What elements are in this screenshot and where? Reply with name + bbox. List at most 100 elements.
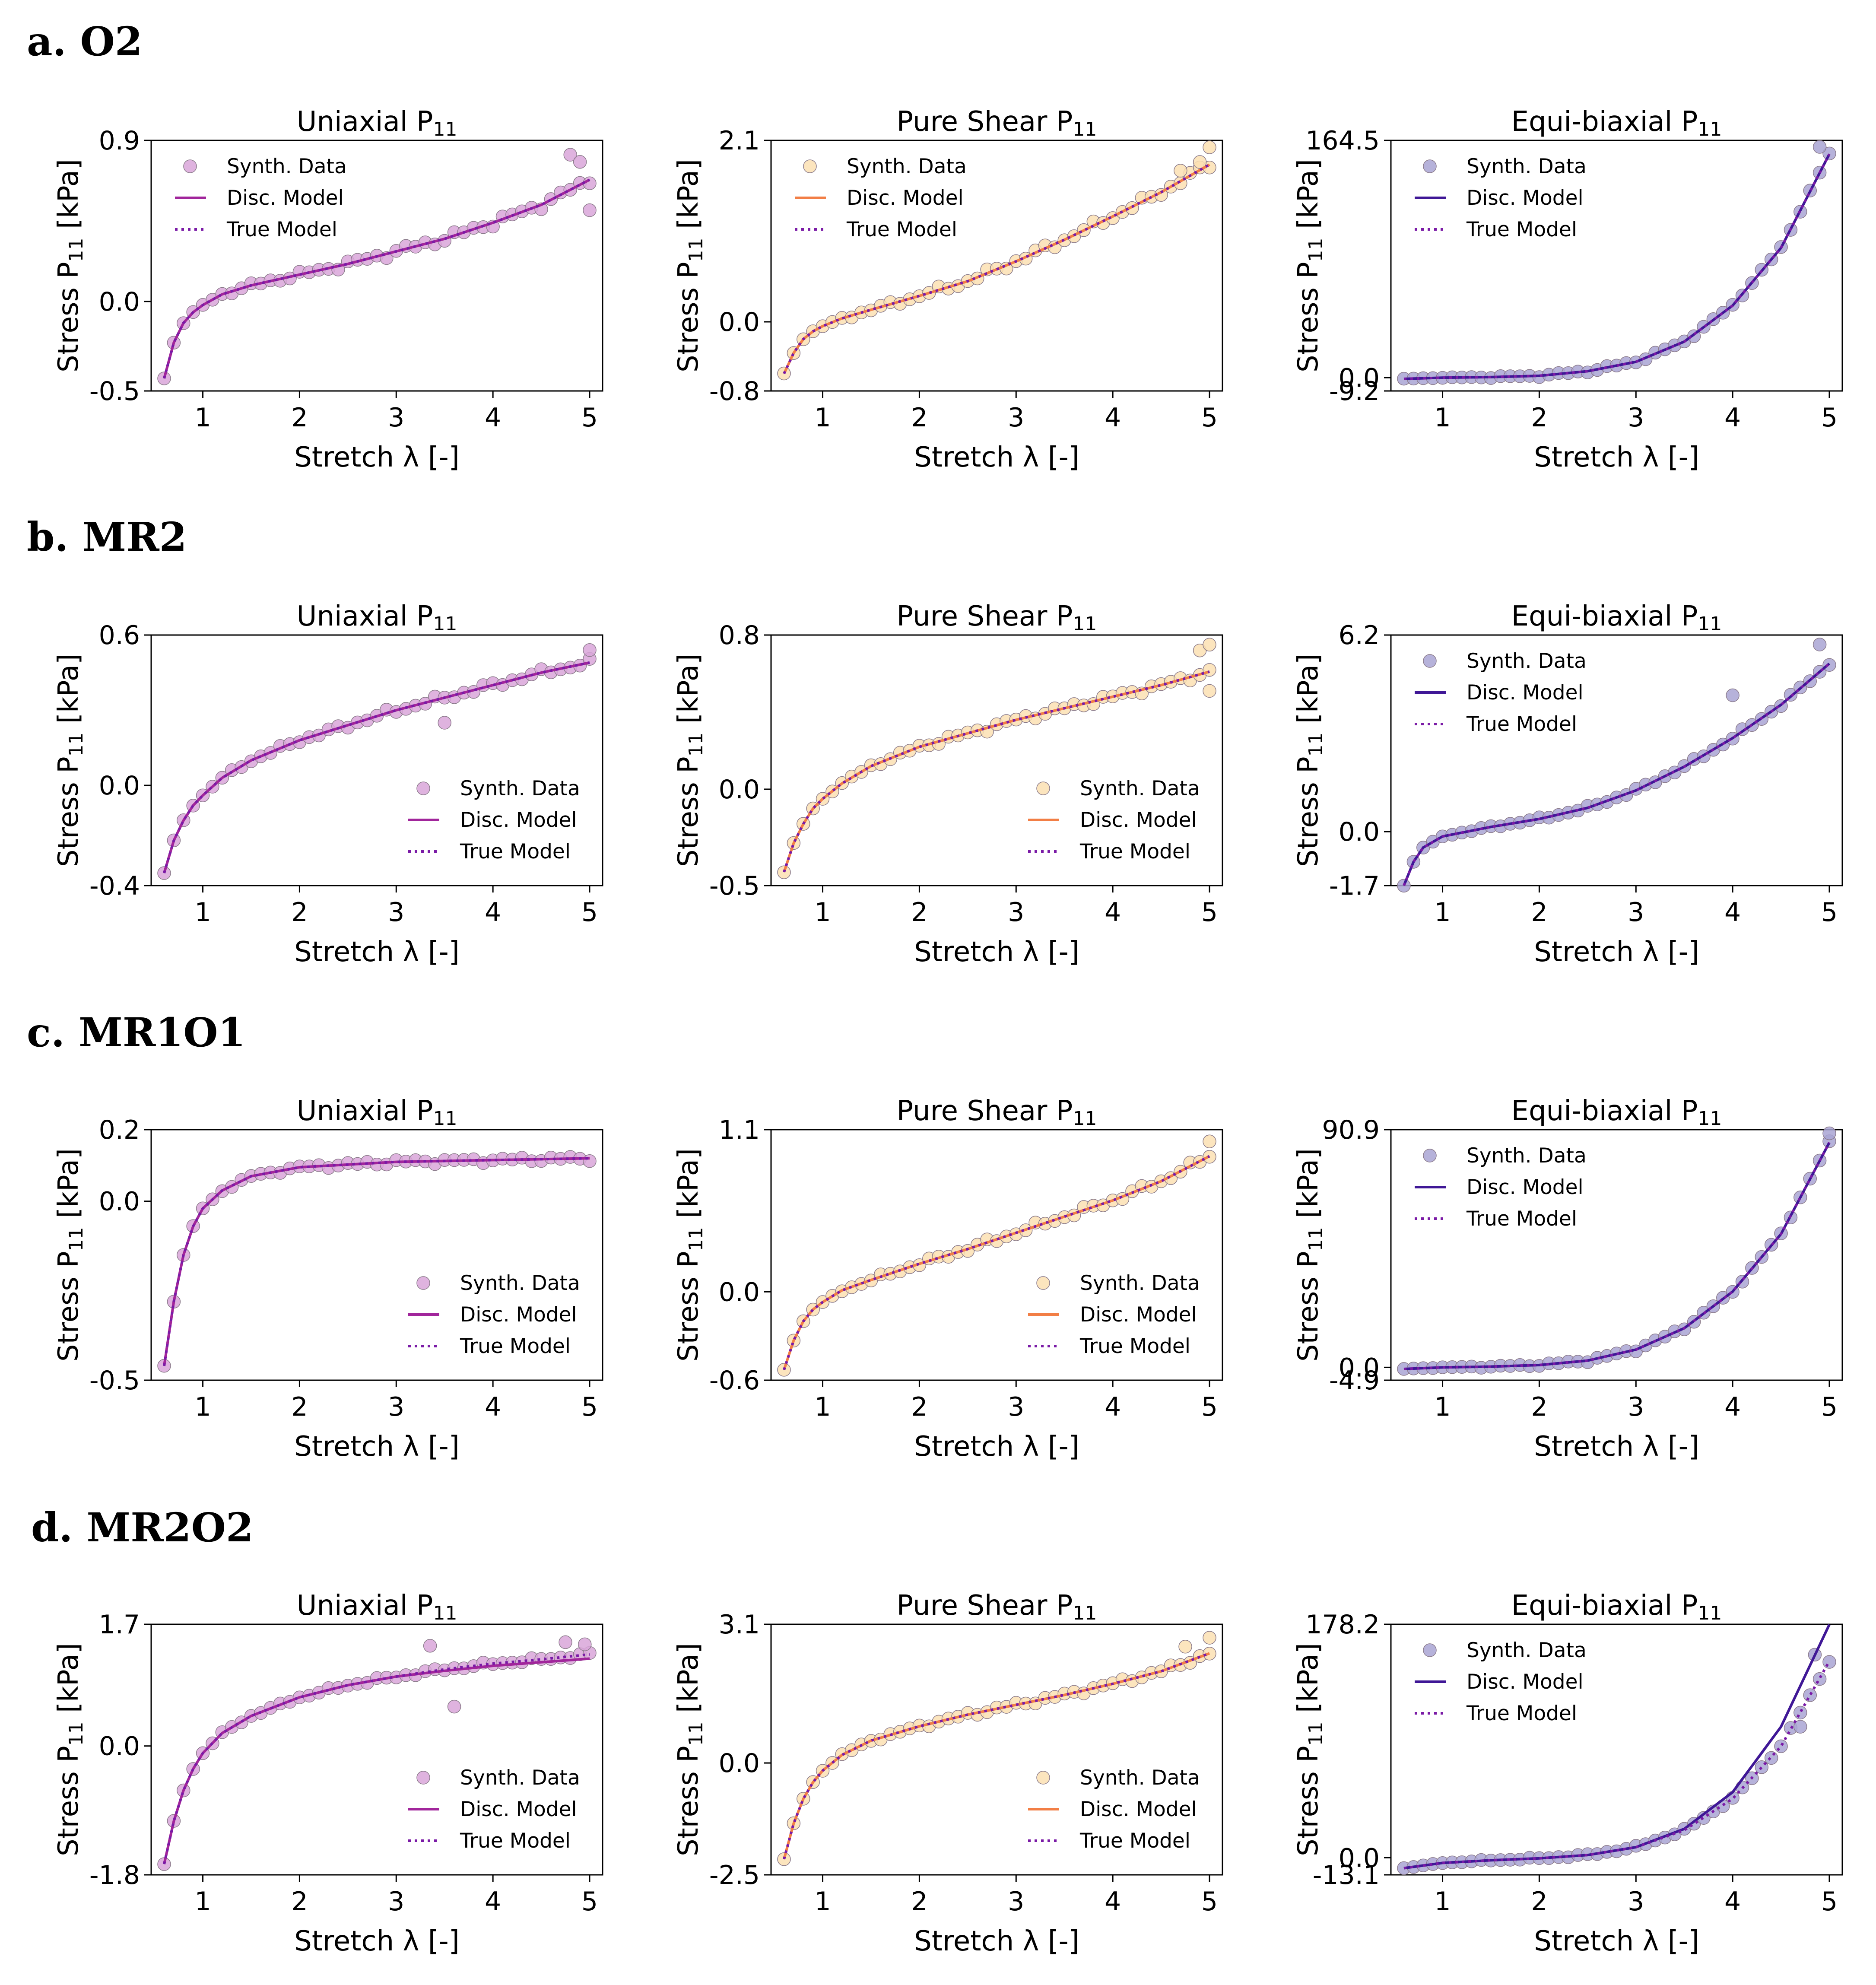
panel-r0-c1-xtick-label: 1 <box>814 403 831 433</box>
panel-r0-c1-ytick-label: 2.1 <box>719 126 760 156</box>
panel-r2-c2-title: Equi-biaxial P11 <box>1511 1095 1722 1130</box>
legend-label-true: True Model <box>846 218 957 241</box>
panel-r2-c2: Equi-biaxial P11 Stress P11 [kPa] Stretch … <box>1292 1095 1843 1463</box>
panel-r1-c2-legend: Synth. Data Disc. Model True Model <box>1415 649 1587 736</box>
panel-r1-c0-legend: Synth. Data Disc. Model True Model <box>408 777 580 864</box>
panel-r2-c2-true-model-line <box>1403 1142 1831 1370</box>
panel-r0-c2-title: Equi-biaxial P11 <box>1511 106 1722 140</box>
panel-r3-c2-xlabel: Stretch λ [-] <box>1534 1925 1699 1957</box>
panel-r1-c2-ytick-label: 0.0 <box>1339 817 1380 847</box>
panel-r1-c0: Uniaxial P11 Stress P11 [kPa] Stretch λ [-… <box>53 600 603 968</box>
panel-r2-c0-ytick-label: 0.2 <box>99 1115 140 1145</box>
panel-r1-c2-xtick-label: 3 <box>1628 897 1644 927</box>
panel-r1-c1-data-point <box>777 865 791 879</box>
panel-r1-c2-data-point <box>1813 638 1827 651</box>
panel-r1-c1-ylabel: Stress P11 [kPa] <box>673 654 707 867</box>
panel-r3-c1-xlabel: Stretch λ [-] <box>914 1925 1079 1957</box>
panel-r1-c0-xtick-label: 4 <box>485 897 501 927</box>
panel-r3-c2-data-point <box>1822 1655 1836 1669</box>
panel-r2-c2-xlabel: Stretch λ [-] <box>1534 1431 1699 1463</box>
panel-r3-c0-xlabel: Stretch λ [-] <box>294 1925 459 1957</box>
panel-r0-c0: Uniaxial P11 Stress P11 [kPa] Stretch λ [-… <box>53 106 603 473</box>
legend-label-true: True Model <box>1466 1702 1577 1725</box>
panel-r0-c1-data-point <box>1203 140 1216 154</box>
panel-r2-c1-xtick-label: 4 <box>1105 1392 1121 1422</box>
panel-r1-c0-data-point <box>157 866 171 880</box>
panel-r0-c2-ylabel: Stress P11 [kPa] <box>1292 159 1327 372</box>
panel-r2-c2-ytick-label: 0.0 <box>1339 1353 1380 1383</box>
panel-r3-c2-data-point <box>1793 1720 1807 1734</box>
panel-r2-c2-xtick-label: 2 <box>1531 1392 1547 1422</box>
panel-r3-c2-plot-area <box>1390 1623 1843 1876</box>
legend-label-true: True Model <box>1466 712 1577 736</box>
panel-r1-c2: Equi-biaxial P11 Stress P11 [kPa] Stretch … <box>1292 600 1843 968</box>
panel-r2-c0-xtick-label: 4 <box>485 1392 501 1422</box>
panel-r3-c0-ytick-label: 0.0 <box>99 1731 140 1762</box>
panel-r0-c2-plot-area <box>1390 140 1843 392</box>
panel-r1-c1-xtick-label: 2 <box>911 897 927 927</box>
panel-r0-c1-xlabel: Stretch λ [-] <box>914 441 1079 473</box>
panel-r1-c2-ytick-label: 6.2 <box>1339 620 1380 651</box>
legend-marker-data <box>183 159 197 173</box>
panel-r2-c0-xtick-label: 5 <box>581 1392 598 1422</box>
panel-r2-c1-ytick-label: 1.1 <box>719 1115 760 1145</box>
panel-r1-c1-ytick-label: 0.0 <box>719 775 760 805</box>
panel-r3-c2-ytick-label: -13.1 <box>1313 1860 1380 1890</box>
legend-label-disc: Disc. Model <box>227 186 344 210</box>
panel-r0-c1-xtick-label: 2 <box>911 403 927 433</box>
panel-r2-c2-ytick-label: -4.9 <box>1329 1366 1380 1396</box>
legend-label-disc: Disc. Model <box>847 186 964 210</box>
panel-r1-c0-xtick-label: 1 <box>194 897 211 927</box>
panel-r2-c1-plot-area <box>770 1129 1223 1381</box>
panel-r2-c1-ylabel: Stress P11 [kPa] <box>673 1148 707 1362</box>
panel-r3-c2-scatter-series <box>1397 1648 1836 1875</box>
panel-r1-c2-data-point <box>1726 688 1740 702</box>
legend-label-data: Synth. Data <box>847 155 967 178</box>
panel-r2-c1-title: Pure Shear P11 <box>897 1095 1097 1130</box>
panel-r0-c1-legend: Synth. Data Disc. Model True Model <box>795 155 967 241</box>
panel-r3-c1-legend: Synth. Data Disc. Model True Model <box>1028 1766 1200 1853</box>
panel-r1-c1-ytick-label: -0.5 <box>709 871 760 901</box>
panel-r0-c0-ytick-label: 0.9 <box>99 126 140 156</box>
panel-r0-c0-ytick-label: -0.5 <box>89 376 140 407</box>
panel-r2-c0-plot-area <box>150 1129 603 1381</box>
panel-r2-c0-title: Uniaxial P11 <box>297 1095 457 1130</box>
panel-r3-c2-data-point <box>1813 1672 1827 1686</box>
panel-r3-c0-xtick-label: 1 <box>194 1887 211 1917</box>
panel-r0-c2-xtick-label: 1 <box>1434 403 1451 433</box>
panel-r3-c1-xtick-label: 3 <box>1008 1887 1024 1917</box>
legend-label-true: True Model <box>1079 840 1190 864</box>
panel-r3-c2-legend: Synth. Data Disc. Model True Model <box>1415 1639 1587 1725</box>
panel-r3-c0-xtick-label: 3 <box>388 1887 404 1917</box>
panel-r3-c2-ytick-label: 0.0 <box>1339 1843 1380 1873</box>
legend-label-data: Synth. Data <box>1080 1766 1200 1790</box>
panel-r1-c2-xtick-label: 5 <box>1821 897 1838 927</box>
panel-r1-c0-title: Uniaxial P11 <box>297 600 457 635</box>
panel-r2-c1-xlabel: Stretch λ [-] <box>914 1431 1079 1463</box>
panel-r0-c2-xtick-label: 3 <box>1628 403 1644 433</box>
legend-label-true: True Model <box>460 1829 571 1853</box>
legend-label-disc: Disc. Model <box>1467 186 1584 210</box>
legend-label-disc: Disc. Model <box>460 1798 577 1821</box>
legend-marker-data <box>1036 1276 1050 1290</box>
panel-r2-c2-xtick-label: 5 <box>1821 1392 1838 1422</box>
panel-r0-c2-ytick-label: 0.0 <box>1339 363 1380 393</box>
panel-r1-c0-xtick-label: 2 <box>291 897 308 927</box>
legend-marker-data <box>416 781 430 795</box>
legend-marker-data <box>1423 1643 1437 1657</box>
panel-r1-c1-xlabel: Stretch λ [-] <box>914 936 1079 968</box>
panel-r0-c0-xlabel: Stretch λ [-] <box>294 441 459 473</box>
panel-r1-c0-xtick-label: 5 <box>581 897 598 927</box>
legend-label-data: Synth. Data <box>1467 649 1587 673</box>
panel-r3-c2-ylabel: Stress P11 [kPa] <box>1292 1643 1327 1856</box>
panel-r1-c0-ytick-label: 0.0 <box>99 771 140 801</box>
panel-r2-c1-xtick-label: 5 <box>1201 1392 1218 1422</box>
panel-r0-c0-data-point <box>563 148 577 162</box>
legend-marker-data <box>803 159 817 173</box>
panel-r1-c2-xtick-label: 1 <box>1434 897 1451 927</box>
panel-r3-c1-true-model-line <box>783 1652 1210 1860</box>
legend-marker-data <box>1036 1771 1050 1785</box>
legend-label-data: Synth. Data <box>1080 777 1200 800</box>
panel-r1-c2-ytick-label: -1.7 <box>1329 871 1380 901</box>
panel-r3-c1-ylabel: Stress P11 [kPa] <box>673 1643 707 1856</box>
